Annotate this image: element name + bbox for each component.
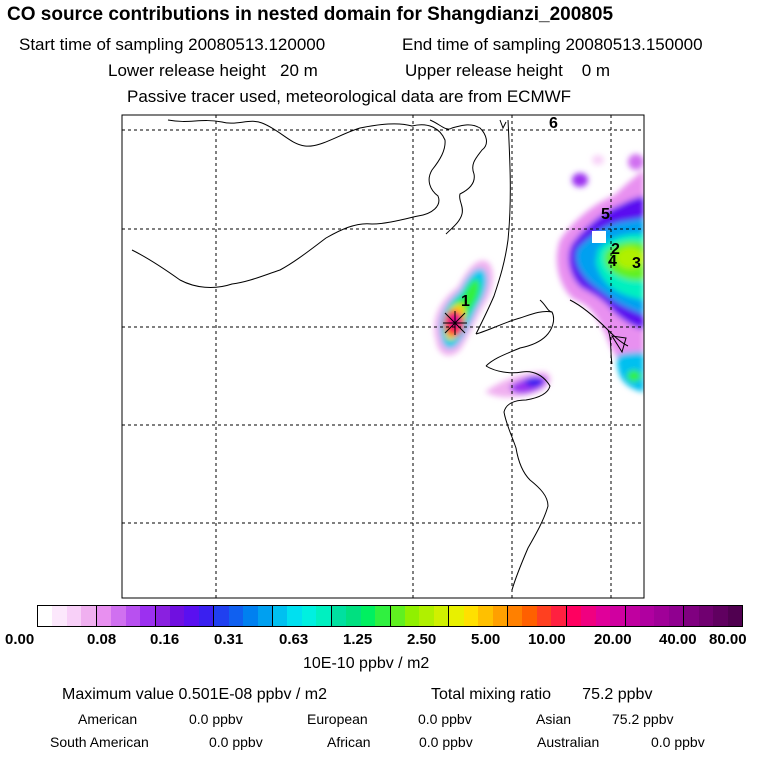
colorbar-cell — [581, 606, 596, 626]
source-label-6: 6 — [549, 115, 558, 132]
start-sampling-text: Start time of sampling 20080513.120000 — [19, 35, 326, 54]
colorbar-cell — [38, 606, 53, 626]
colorbar-cell — [184, 606, 199, 626]
plume-east — [556, 154, 644, 392]
receptor-marker — [443, 311, 467, 335]
colorbar-cell — [713, 606, 728, 626]
colorbar-tick-1: 0.08 — [87, 631, 117, 648]
colorbar-tick-0: 0.00 — [5, 631, 35, 648]
african-label: African — [327, 734, 371, 750]
colorbar-cell — [727, 606, 742, 626]
colorbar-cell — [228, 606, 244, 626]
colorbar-cell — [243, 606, 258, 626]
colorbar-unit-label: 10E-10 ppbv / m2 — [303, 655, 430, 672]
asian-label: Asian — [536, 711, 572, 727]
colorbar-tick-6: 2.50 — [407, 631, 437, 648]
colorbar-cell — [81, 606, 97, 626]
colorbar-tick-5: 1.25 — [343, 631, 373, 648]
colorbar-tick-8: 10.00 — [528, 631, 566, 648]
colorbar-cell — [96, 606, 112, 626]
colorbar-cell — [433, 606, 450, 626]
colorbar-cell — [287, 606, 302, 626]
colorbar-cell — [684, 606, 699, 626]
colorbar-tick-2: 0.16 — [150, 631, 180, 648]
source-label-4: 4 — [608, 253, 617, 270]
colorbar-tick-9: 20.00 — [594, 631, 632, 648]
colorbar-cell — [639, 606, 655, 626]
colorbar-cell — [155, 606, 170, 626]
colorbar-cell — [508, 606, 523, 626]
colorbar-cell — [52, 606, 67, 626]
colorbar-cell — [111, 606, 126, 626]
source-label-1: 1 — [461, 293, 470, 310]
colorbar-cell — [595, 606, 611, 626]
colorbar-cell — [610, 606, 626, 626]
tracer-note-text: Passive tracer used, meteorological data… — [127, 87, 572, 106]
colorbar-cell — [551, 606, 567, 626]
south-american-value: 0.0 ppbv — [209, 734, 263, 750]
white-gap-patch — [592, 231, 606, 243]
lower-release-text: Lower release height 20 m — [108, 61, 318, 80]
colorbar-cell — [331, 606, 347, 626]
colorbar-cell — [668, 606, 685, 626]
colorbar-cell — [390, 606, 405, 626]
graticule — [122, 115, 644, 598]
colorbar-cell — [375, 606, 391, 626]
american-value: 0.0 ppbv — [189, 711, 243, 727]
colorbar-cell — [140, 606, 156, 626]
colorbar-cell — [419, 606, 434, 626]
map-frame — [121, 114, 645, 599]
colorbar-cell — [66, 606, 82, 626]
colorbar-cell — [214, 606, 229, 626]
colorbar — [37, 605, 743, 627]
colorbar-cell — [625, 606, 640, 626]
australian-value: 0.0 ppbv — [651, 734, 705, 750]
colorbar-cell — [463, 606, 479, 626]
colorbar-cell — [449, 606, 464, 626]
colorbar-cell — [698, 606, 714, 626]
concentration-map: 1 2 3 4 5 6 — [121, 114, 645, 599]
colorbar-tick-3: 0.31 — [214, 631, 244, 648]
colorbar-cell — [566, 606, 582, 626]
colorbar-tick-11: 80.00 — [709, 631, 747, 648]
colorbar-cell — [346, 606, 361, 626]
colorbar-cell — [273, 606, 288, 626]
asian-value: 75.2 ppbv — [612, 711, 674, 727]
american-label: American — [78, 711, 138, 727]
total-mixing-text: Total mixing ratio 75.2 ppbv — [431, 686, 653, 703]
colorbar-cell — [404, 606, 420, 626]
colorbar-cell — [257, 606, 273, 626]
colorbar-cell — [169, 606, 185, 626]
colorbar-cell — [536, 606, 552, 626]
plume-south — [485, 372, 551, 398]
source-label-2: 2 — [611, 241, 620, 258]
upper-release-text: Upper release height 0 m — [405, 61, 611, 80]
end-sampling-text: End time of sampling 20080513.150000 — [402, 35, 703, 54]
colorbar-cell — [522, 606, 537, 626]
colorbar-cell — [125, 606, 141, 626]
source-label-3: 3 — [632, 255, 641, 272]
max-value-text: Maximum value 0.501E-08 ppbv / m2 — [62, 686, 328, 703]
colorbar-tick-4: 0.63 — [279, 631, 309, 648]
european-value: 0.0 ppbv — [418, 711, 472, 727]
colorbar-cell — [360, 606, 376, 626]
colorbar-tick-7: 5.00 — [471, 631, 501, 648]
colorbar-cell — [654, 606, 669, 626]
colorbar-cell — [301, 606, 317, 626]
australian-label: Australian — [537, 734, 600, 750]
map-background — [122, 115, 644, 598]
plot-title: CO source contributions in nested domain… — [7, 4, 614, 25]
european-label: European — [307, 711, 368, 727]
source-label-5: 5 — [601, 206, 610, 223]
colorbar-cell — [478, 606, 493, 626]
colorbar-cell — [492, 606, 508, 626]
south-american-label: South American — [50, 734, 149, 750]
african-value: 0.0 ppbv — [419, 734, 473, 750]
coastlines — [131, 119, 629, 591]
colorbar-cell — [198, 606, 215, 626]
colorbar-tick-10: 40.00 — [659, 631, 697, 648]
colorbar-cell — [316, 606, 332, 626]
